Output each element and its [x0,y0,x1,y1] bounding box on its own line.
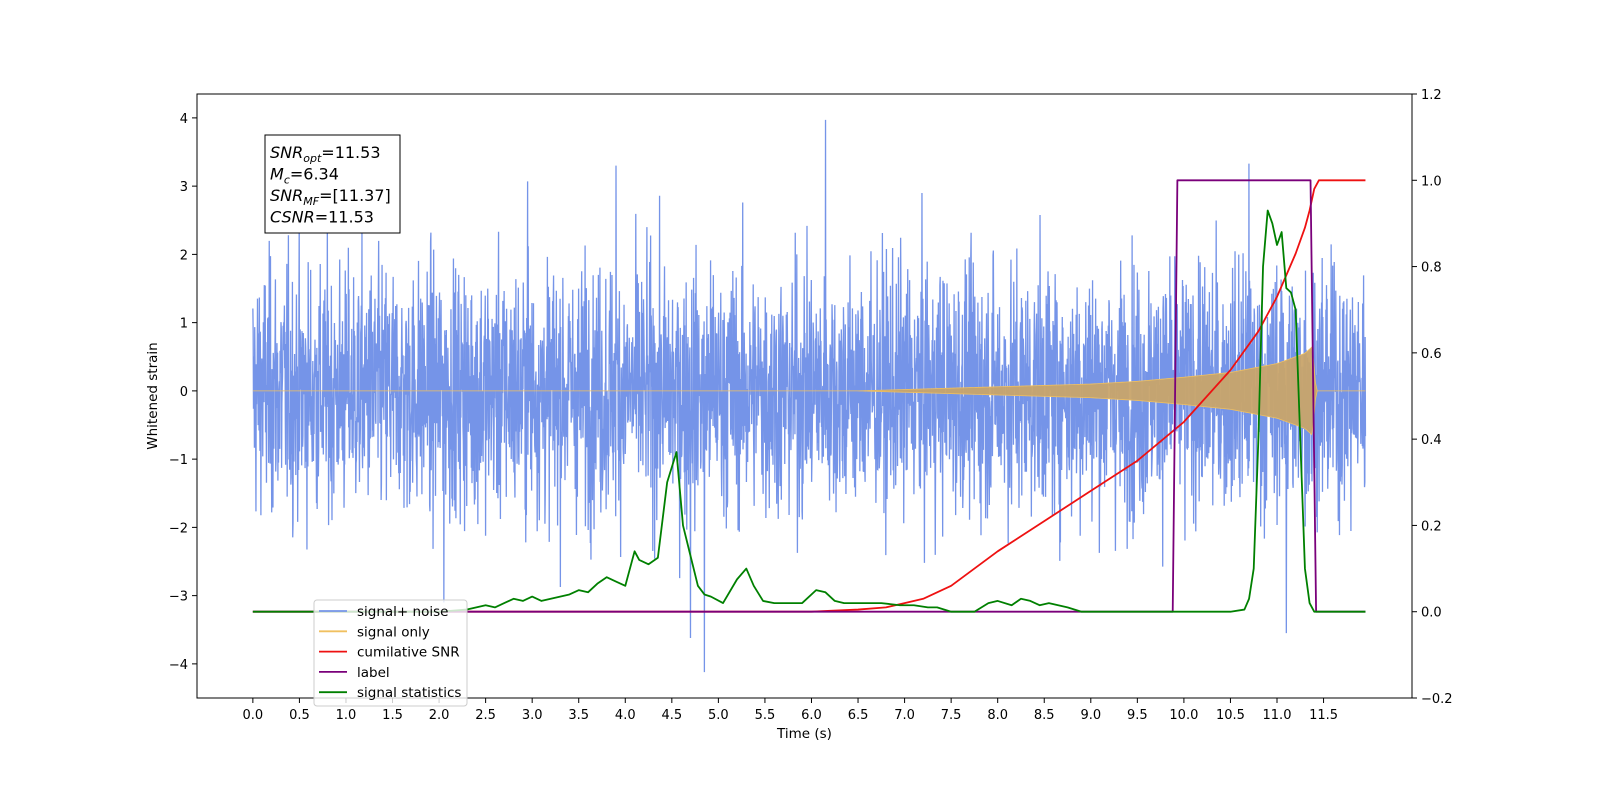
cumulative-snr-series [252,179,1366,613]
x-tick-label: 0.5 [289,708,310,723]
metrics-annotation-box: SNRopt=11.53Mc=6.34SNRMF=[11.37]CSNR=11.… [264,134,401,234]
x-tick-label: 10.0 [1169,708,1198,723]
x-tick-label: 6.5 [848,708,869,723]
y-tick-label-right: 1.0 [1421,174,1442,189]
y-tick-label-left: 2 [180,248,188,263]
y-tick-label-right: 0.4 [1421,433,1442,448]
signal-noise-line [252,119,1367,673]
y-tick-label-right: 1.2 [1421,88,1442,103]
y-axis-right: −0.2 0.0 0.2 0.4 0.6 0.8 1.0 1.2 [1412,88,1453,707]
y-tick-label-right: −0.2 [1421,692,1453,707]
info-line: SNRopt=11.53 [270,143,381,165]
signal-only-band [252,346,1366,436]
x-tick-label: 0.0 [243,708,264,723]
x-tick-label: 5.5 [755,708,776,723]
x-tick-label: 3.5 [568,708,589,723]
legend-label: signal only [357,624,430,640]
legend-frame [313,599,468,707]
x-tick-label: 9.0 [1080,708,1101,723]
x-axis-title: Time (s) [776,726,832,742]
x-tick-label: 11.5 [1309,708,1338,723]
cumulative-snr-line [252,179,1366,613]
signal-only-series [252,346,1366,436]
legend-label: signal statistics [357,685,461,701]
y-tick-label-left: −4 [169,658,188,673]
x-tick-label: 4.5 [661,708,682,723]
x-tick-label: 11.0 [1263,708,1292,723]
x-tick-label: 1.5 [382,708,403,723]
x-tick-label: 10.5 [1216,708,1245,723]
x-tick-label: 8.5 [1034,708,1055,723]
info-box-frame [264,134,401,234]
x-tick-label: 6.0 [801,708,822,723]
x-tick-label: 4.0 [615,708,636,723]
y-tick-label-left: −3 [169,590,188,605]
y-tick-label-left: −2 [169,521,188,536]
x-tick-label: 7.5 [941,708,962,723]
y-tick-label-left: 3 [180,180,188,195]
legend-label: label [357,665,390,681]
x-tick-label: 9.5 [1127,708,1148,723]
x-tick-label: 8.0 [987,708,1008,723]
y-tick-label-left: 4 [180,112,188,127]
y-tick-label-left: −1 [169,453,188,468]
x-tick-label: 3.0 [522,708,543,723]
signal-noise-series [252,119,1367,673]
y-axis-title: Whitened strain [145,342,161,449]
x-tick-label: 2.0 [429,708,450,723]
info-line: CSNR=11.53 [270,208,374,227]
x-tick-label: 7.0 [894,708,915,723]
y-axis-left: −4 −3 −2 −1 0 1 2 3 4 [169,112,197,673]
y-tick-label-left: 1 [180,317,188,332]
legend: signal+ noise signal only cumilative SNR la… [313,599,468,707]
y-tick-label-left: 0 [180,385,188,400]
info-line: Mc=6.34 [270,165,339,187]
legend-label: cumilative SNR [357,645,460,661]
signal-statistics-series [252,209,1366,613]
y-tick-label-right: 0.8 [1421,261,1442,276]
y-tick-label-right: 0.2 [1421,519,1442,534]
x-tick-label: 5.0 [708,708,729,723]
y-tick-label-right: 0.6 [1421,347,1442,362]
legend-label: signal+ noise [357,604,448,620]
x-axis: 0.0 0.5 1.0 1.5 2.0 2.5 3.0 3.5 4.0 4.5 5.0 5.5 6.0 6… [243,698,1338,723]
x-tick-label: 2.5 [475,708,496,723]
plot-frame [196,93,1413,699]
info-line: SNRMF=[11.37] [270,186,391,208]
signal-statistics-line [252,209,1366,613]
x-tick-label: 1.0 [336,708,357,723]
y-tick-label-right: 0.0 [1421,606,1442,621]
